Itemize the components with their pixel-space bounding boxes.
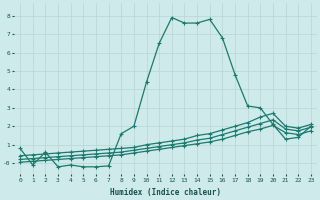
X-axis label: Humidex (Indice chaleur): Humidex (Indice chaleur) <box>110 188 221 197</box>
